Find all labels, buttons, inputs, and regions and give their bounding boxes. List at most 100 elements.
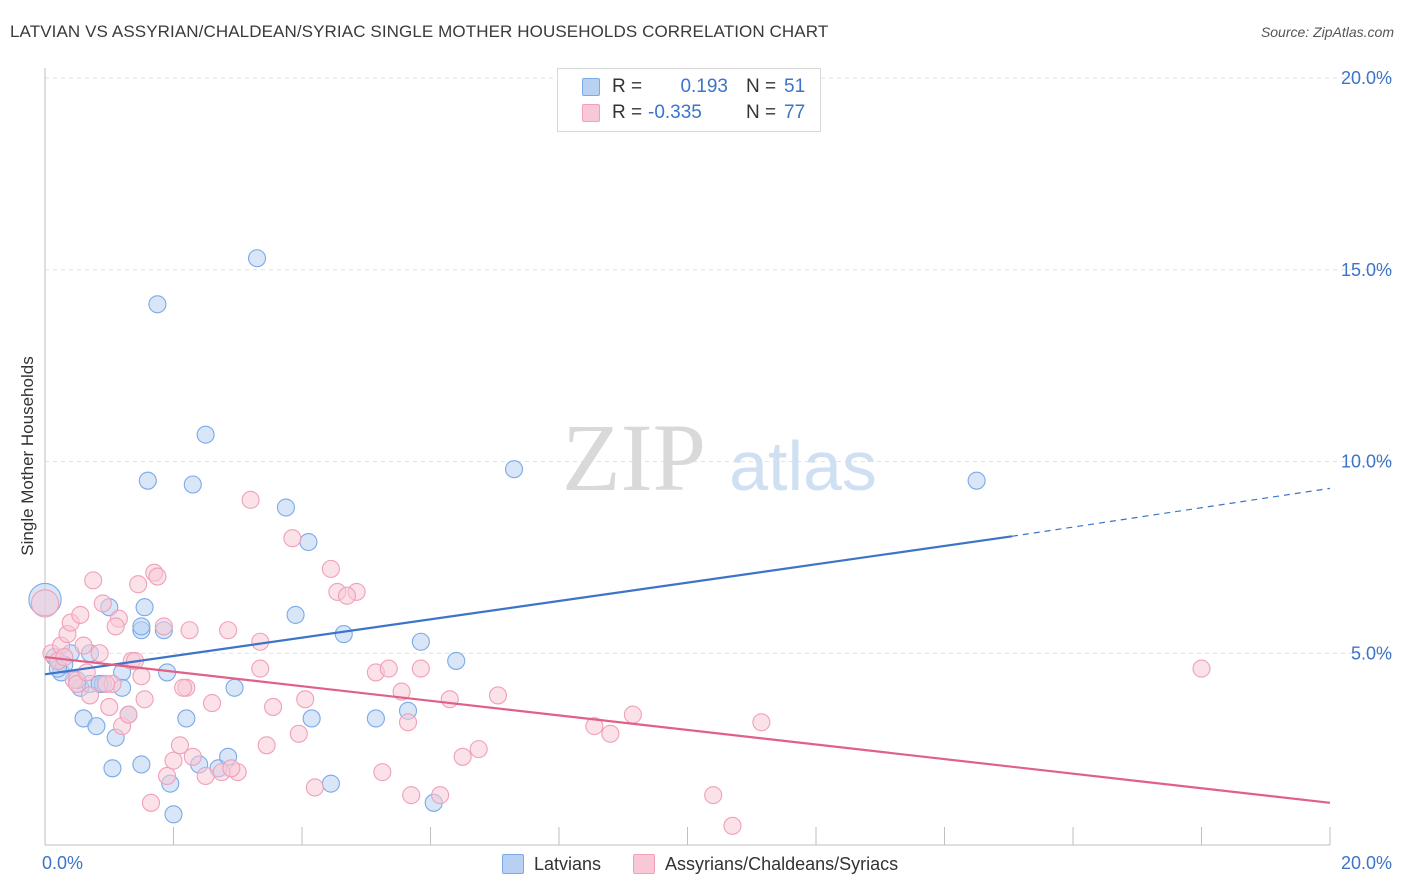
r-value: -0.335 bbox=[648, 102, 702, 123]
latvians-point bbox=[366, 709, 385, 728]
assyrians-point bbox=[90, 644, 109, 663]
assyrians-point bbox=[196, 766, 215, 786]
latvians-point bbox=[447, 651, 466, 670]
assyrians-point bbox=[440, 690, 459, 709]
assyrians-point bbox=[289, 724, 308, 743]
assyrians-point bbox=[222, 759, 241, 778]
assyrians-point bbox=[93, 594, 112, 613]
assyrians-point bbox=[71, 605, 90, 624]
latvians-point bbox=[132, 617, 151, 636]
trend-lines bbox=[44, 487, 1331, 804]
latvians-point bbox=[177, 709, 196, 728]
assyrians-point bbox=[431, 786, 450, 805]
r-value: 0.193 bbox=[680, 76, 728, 97]
assyrians-point bbox=[135, 690, 154, 709]
assyrians-point bbox=[30, 589, 60, 618]
stats-row-latvians: R = 0.193 N = 51 bbox=[582, 74, 805, 100]
assyrians-point bbox=[132, 667, 151, 686]
latvians-point bbox=[321, 774, 340, 793]
n-value: 51 bbox=[784, 76, 806, 97]
assyrians-point bbox=[257, 736, 276, 755]
assyrians-point bbox=[219, 621, 238, 640]
assyrians-point bbox=[337, 586, 357, 605]
legend-label-latvians: Latvians bbox=[534, 853, 602, 874]
latvians-point bbox=[299, 532, 318, 552]
latvians-point bbox=[138, 471, 157, 490]
n-label: N = bbox=[746, 102, 777, 123]
assyrians-point bbox=[305, 778, 324, 797]
assyrians-point bbox=[119, 705, 138, 724]
watermark-zip: ZIP bbox=[562, 404, 706, 511]
assyrians-point bbox=[106, 617, 125, 636]
y-tick-label: 5.0% bbox=[1351, 643, 1392, 663]
assyrians-point bbox=[264, 697, 283, 716]
latvians-trend-line bbox=[44, 535, 1013, 676]
assyrians-point bbox=[158, 766, 177, 786]
assyrians-point bbox=[453, 747, 472, 766]
assyrians-point bbox=[148, 567, 167, 586]
assyrians-point bbox=[585, 717, 604, 736]
assyrians-point bbox=[203, 694, 222, 713]
watermark-atlas: atlas bbox=[729, 427, 877, 505]
latvians-point bbox=[411, 632, 430, 651]
latvians-point bbox=[183, 475, 202, 494]
assyrians-point bbox=[164, 751, 183, 770]
r-label: R = bbox=[612, 102, 643, 123]
assyrians-point bbox=[180, 621, 199, 640]
gridlines bbox=[45, 77, 1392, 654]
latvians-point bbox=[135, 598, 154, 617]
source-credit: Source: ZipAtlas.com bbox=[1260, 24, 1394, 40]
legend-label-assyrians: Assyrians/Chaldeans/Syriacs bbox=[665, 853, 899, 874]
assyrians-point bbox=[154, 617, 173, 636]
latvians-point bbox=[302, 709, 321, 728]
latvians-point bbox=[967, 471, 986, 490]
assyrians-point bbox=[1192, 659, 1211, 678]
assyrians-point bbox=[402, 786, 421, 805]
assyrians-point bbox=[100, 697, 119, 716]
y-tick-label: 15.0% bbox=[1341, 260, 1392, 280]
stats-legend: R = 0.193 N = 51 R = -0.335 N = 77 bbox=[557, 68, 821, 132]
assyrians-point bbox=[411, 659, 430, 678]
assyrians-point bbox=[241, 490, 260, 509]
legend-item-assyrians[interactable]: Assyrians/Chaldeans/Syriacs bbox=[633, 854, 898, 875]
latvians-point bbox=[504, 460, 524, 479]
assyrians-point bbox=[704, 786, 723, 805]
tick-labels: 5.0% 10.0% 15.0% 20.0% 0.0% 20.0% bbox=[42, 68, 1392, 873]
assyrians-point bbox=[141, 793, 161, 812]
assyrians-point bbox=[129, 575, 148, 594]
legend-item-latvians[interactable]: Latvians bbox=[502, 854, 601, 875]
series-legend: Latvians Assyrians/Chaldeans/Syriacs bbox=[502, 852, 930, 876]
assyrians-point bbox=[183, 747, 202, 766]
assyrians-point bbox=[80, 686, 100, 705]
stats-row-assyrians: R = -0.335 N = 77 bbox=[582, 100, 805, 126]
latvians-point bbox=[334, 625, 353, 644]
assyrians-point bbox=[623, 705, 642, 724]
latvians-trend-extension bbox=[1011, 487, 1331, 537]
assyrians-point bbox=[296, 690, 315, 709]
latvians-point bbox=[103, 759, 122, 778]
assyrians-point bbox=[373, 763, 392, 782]
latvians-point bbox=[132, 755, 151, 774]
chart-title: LATVIAN VS ASSYRIAN/CHALDEAN/SYRIAC SING… bbox=[10, 22, 829, 41]
latvians-point bbox=[196, 425, 215, 444]
x-tick-label: 20.0% bbox=[1341, 853, 1392, 873]
y-tick-label: 10.0% bbox=[1341, 452, 1392, 472]
axes bbox=[44, 68, 1331, 846]
latvians-point bbox=[247, 249, 267, 268]
assyrians-point bbox=[283, 529, 302, 548]
assyrians-point bbox=[251, 659, 270, 678]
assyrians-point bbox=[84, 571, 103, 590]
latvians-swatch bbox=[582, 78, 600, 96]
assyrians-point bbox=[469, 740, 488, 759]
assyrians-point bbox=[601, 724, 620, 743]
assyrians-point bbox=[398, 713, 418, 732]
latvians-point bbox=[164, 805, 183, 824]
latvians-point bbox=[225, 678, 244, 697]
data-points bbox=[28, 249, 1211, 835]
assyrians-point bbox=[170, 736, 189, 755]
assyrians-point bbox=[392, 682, 411, 701]
latvians-point bbox=[276, 498, 295, 517]
r-label: R = bbox=[612, 76, 643, 97]
assyrians-swatch bbox=[633, 854, 656, 874]
assyrians-point bbox=[379, 659, 398, 678]
